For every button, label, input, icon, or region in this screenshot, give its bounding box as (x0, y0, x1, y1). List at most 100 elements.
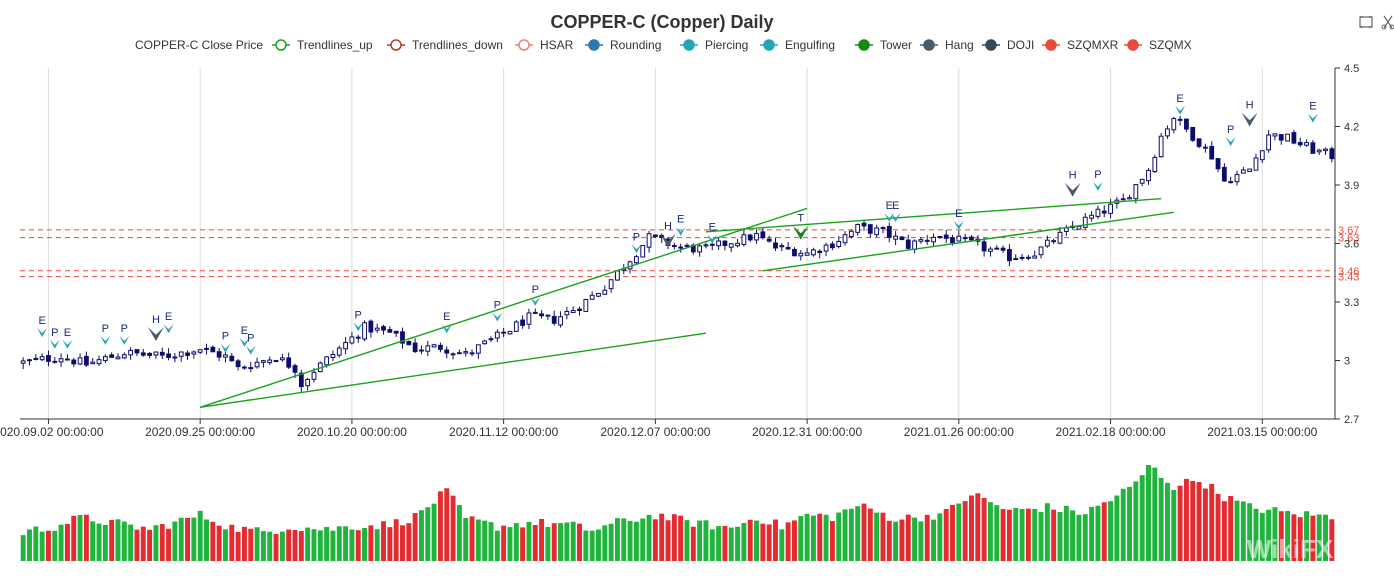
volume-bar (893, 521, 899, 561)
volume-bar (551, 523, 557, 561)
candle-body (779, 245, 785, 248)
signal-marker: E (707, 222, 718, 244)
candle-body (1310, 142, 1316, 154)
volume-bar (1152, 467, 1158, 561)
candle (823, 242, 829, 257)
volume-bar (1127, 486, 1132, 561)
volume-bar (425, 507, 431, 561)
candle-body (1139, 178, 1145, 184)
volume-bar (608, 523, 614, 561)
candle-body (1291, 132, 1297, 144)
candle (899, 236, 905, 241)
legend-label: Hang (945, 38, 974, 52)
candle (52, 357, 58, 364)
candle (134, 349, 140, 357)
legend-label: COPPER-C Close Price (135, 38, 263, 52)
candle-body (362, 322, 367, 340)
candle (279, 353, 285, 362)
volume-bar (735, 526, 741, 561)
volume-bar (58, 524, 64, 561)
candle-body (1025, 256, 1031, 259)
candle-body (969, 236, 974, 241)
candle (261, 359, 266, 368)
volume-bar (855, 506, 861, 561)
candle (425, 340, 431, 357)
volume-bar (412, 513, 418, 561)
signal-label: E (709, 222, 716, 234)
x-tick-label: 2021.03.15 00:00:00 (1207, 425, 1317, 439)
candle (39, 353, 45, 362)
volume-bar (633, 521, 639, 561)
legend-item: Tower (855, 38, 912, 52)
candle (96, 355, 102, 367)
candle-body (298, 372, 304, 388)
candle-body (456, 352, 462, 355)
volume-bar (1051, 509, 1057, 561)
signal-marker: P (353, 309, 364, 332)
candle (387, 326, 393, 333)
candle-body (608, 279, 614, 290)
volume-bar (102, 525, 108, 561)
signal-arrow (707, 234, 718, 244)
volume-bar (178, 517, 184, 561)
candle (956, 230, 962, 242)
signal-marker: P (100, 323, 111, 345)
signal-arrow (530, 296, 541, 306)
candle (716, 237, 721, 250)
candle (697, 243, 703, 257)
candle-body (463, 351, 469, 354)
volume-bar (128, 524, 134, 561)
volume-bar (912, 517, 918, 561)
candle-body (1063, 227, 1069, 232)
legend-label: Piercing (705, 38, 748, 52)
x-tick-label: 2020.11.12 00:00:00 (449, 425, 559, 439)
candle (937, 236, 943, 239)
candle (229, 353, 235, 362)
candle (848, 229, 854, 239)
candle-body (1000, 247, 1006, 251)
volume-bar (918, 521, 924, 561)
signal-marker: P (119, 323, 130, 345)
candle (1165, 125, 1170, 139)
volume-bar (1215, 493, 1221, 561)
candle-body (1266, 134, 1272, 151)
volume-bar (931, 519, 937, 561)
volume-bar (539, 518, 545, 561)
candle-body (773, 242, 778, 249)
volume-bar (1108, 501, 1114, 561)
candle-body (482, 340, 488, 345)
candle (703, 242, 709, 249)
volume-bar (937, 513, 943, 561)
candle (1316, 148, 1322, 156)
volume-bar (1202, 488, 1208, 561)
volume-bar (437, 491, 443, 561)
legend-label: Trendlines_up (297, 38, 373, 52)
candle-body (102, 356, 108, 362)
candle-body (1133, 184, 1139, 200)
candle-body (438, 344, 443, 350)
candle-body (886, 225, 892, 238)
volume-bar (602, 525, 608, 561)
candle-body (494, 331, 500, 339)
signal-label: P (532, 284, 539, 296)
candle (520, 315, 526, 329)
candle-body (678, 246, 684, 249)
volume-bar (324, 526, 330, 561)
signal-arrow (660, 233, 677, 248)
candle-body (343, 342, 348, 350)
candle-body (823, 244, 829, 252)
signal-marker: H (147, 314, 164, 341)
candle (185, 350, 190, 361)
scissors-icon[interactable] (1380, 14, 1394, 30)
candle-body (33, 357, 39, 360)
volume-bar (456, 505, 462, 561)
candle (362, 320, 367, 342)
candle-body (798, 252, 804, 257)
candle-body (355, 336, 361, 339)
legend-marker (683, 39, 695, 51)
signal-label: E (165, 311, 172, 323)
signal-label: P (1227, 124, 1234, 136)
x-tick-label: 2021.01.26 00:00:00 (904, 425, 1014, 439)
volume-bar (393, 519, 399, 561)
fullscreen-icon[interactable] (1358, 14, 1374, 30)
